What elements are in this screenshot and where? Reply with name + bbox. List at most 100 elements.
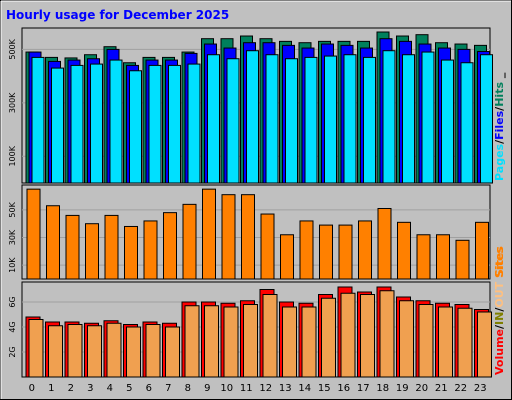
bar-requests-pages-21 xyxy=(441,59,454,184)
legend-volume: Volume/IN/OUT Sites xyxy=(493,247,506,375)
bar-requests-pages-7 xyxy=(168,64,181,184)
x-tick-label-11: 11 xyxy=(240,383,253,394)
bar-requests-pages-13 xyxy=(285,58,298,184)
legend-item-volume-0: Volume xyxy=(493,329,506,375)
bar-sites-sites-15 xyxy=(319,224,333,280)
bar-sites-sites-3 xyxy=(85,223,99,280)
bar-requests-pages-18 xyxy=(382,50,396,184)
legend-item-requests-2: Files xyxy=(493,110,506,140)
bar-sites-sites-4 xyxy=(104,214,119,280)
legend-item-volume-3: / xyxy=(493,307,506,312)
y-tick-label-sites-2: 10K xyxy=(8,257,17,273)
bar-volume-out-23 xyxy=(477,311,492,378)
bar-requests-pages-8 xyxy=(187,63,201,184)
bar-requests-pages-1 xyxy=(51,67,64,184)
bar-volume-out-18 xyxy=(379,290,395,378)
bar-sites-sites-21 xyxy=(436,234,450,280)
y-tick-label-volume-2: 2G xyxy=(8,346,17,357)
bar-volume-out-13 xyxy=(282,306,297,378)
x-tick-label-21: 21 xyxy=(435,383,448,394)
bar-requests-pages-20 xyxy=(421,51,435,184)
bar-requests-pages-23 xyxy=(480,54,493,184)
bar-requests-pages-17 xyxy=(363,56,376,184)
bar-sites-sites-0 xyxy=(26,188,41,280)
bar-requests-pages-2 xyxy=(70,64,84,184)
bar-volume-out-7 xyxy=(165,326,180,378)
x-tick-label-0: 0 xyxy=(29,383,35,394)
x-tick-label-9: 9 xyxy=(204,383,210,394)
legend-sites: Sites xyxy=(493,246,506,277)
bar-volume-out-15 xyxy=(321,297,336,378)
bar-sites-sites-10 xyxy=(221,194,236,280)
bar-sites-sites-13 xyxy=(280,234,294,280)
bar-requests-pages-15 xyxy=(324,55,337,184)
bar-volume-out-11 xyxy=(243,304,258,378)
bar-sites-sites-16 xyxy=(338,224,353,280)
bar-sites-sites-19 xyxy=(397,221,411,280)
y-tick-label-requests-0: 500K xyxy=(8,38,17,59)
bar-requests-pages-12 xyxy=(265,54,279,184)
bar-sites-sites-11 xyxy=(241,194,255,280)
bar-requests-pages-3 xyxy=(90,63,103,184)
x-tick-label-23: 23 xyxy=(474,383,487,394)
bar-requests-pages-0 xyxy=(31,56,45,184)
legend-item-requests-3: / xyxy=(493,106,506,111)
bar-sites-sites-1 xyxy=(46,205,60,280)
x-tick-label-3: 3 xyxy=(87,383,93,394)
bar-sites-sites-6 xyxy=(143,220,158,280)
y-tick-label-volume-0: 6G xyxy=(8,296,17,307)
legend-item-requests-1: / xyxy=(493,139,506,144)
legend-item-requests-5: _ xyxy=(493,72,506,82)
legend-requests: Pages/Files/Hits _ xyxy=(493,72,506,181)
bar-volume-out-12 xyxy=(262,294,278,378)
bar-requests-pages-14 xyxy=(304,56,318,184)
y-tick-label-volume-1: 4G xyxy=(8,321,17,332)
x-tick-label-8: 8 xyxy=(185,383,191,394)
x-tick-label-10: 10 xyxy=(220,383,233,394)
bar-volume-out-17 xyxy=(360,294,375,378)
x-tick-label-7: 7 xyxy=(165,383,171,394)
bar-sites-sites-5 xyxy=(124,225,138,280)
x-tick-label-18: 18 xyxy=(376,383,389,394)
x-tick-label-14: 14 xyxy=(298,383,311,394)
x-tick-label-16: 16 xyxy=(337,383,350,394)
legend-item-volume-5: Sites xyxy=(493,247,506,282)
bar-requests-pages-11 xyxy=(246,50,259,184)
bar-volume-out-5 xyxy=(126,326,141,378)
bar-volume-out-4 xyxy=(106,322,122,378)
legend-item-volume-1: / xyxy=(493,324,506,329)
y-tick-label-requests-1: 300K xyxy=(8,92,17,113)
y-tick-label-sites-0: 50K xyxy=(8,201,17,217)
bar-volume-out-8 xyxy=(184,305,200,378)
bar-volume-out-20 xyxy=(418,304,434,378)
bar-sites-sites-22 xyxy=(455,239,470,280)
x-tick-label-4: 4 xyxy=(107,383,113,394)
x-tick-label-17: 17 xyxy=(357,383,370,394)
legend-item-volume-2: IN xyxy=(493,312,506,325)
bar-volume-out-2 xyxy=(67,324,83,378)
panel-sites xyxy=(21,184,491,280)
x-tick-label-12: 12 xyxy=(259,383,272,394)
x-tick-label-15: 15 xyxy=(318,383,331,394)
y-tick-label-sites-1: 30K xyxy=(8,229,17,245)
bar-requests-pages-9 xyxy=(207,54,220,184)
x-tick-label-13: 13 xyxy=(279,383,292,394)
bar-sites-sites-17 xyxy=(358,220,372,280)
bar-requests-pages-10 xyxy=(226,58,240,184)
x-tick-label-6: 6 xyxy=(146,383,152,394)
bar-volume-out-16 xyxy=(340,292,356,378)
bar-volume-out-21 xyxy=(438,306,453,378)
legend-item-volume-4: OUT xyxy=(493,281,506,307)
bar-requests-pages-16 xyxy=(343,54,357,184)
bar-sites-sites-9 xyxy=(202,188,216,280)
legend-item-requests-4: Hits xyxy=(493,82,506,107)
x-tick-label-2: 2 xyxy=(68,383,74,394)
bar-requests-pages-6 xyxy=(148,64,162,184)
bar-volume-out-3 xyxy=(87,325,102,378)
bar-sites-sites-2 xyxy=(65,214,80,280)
x-tick-label-20: 20 xyxy=(415,383,428,394)
bar-sites-sites-18 xyxy=(377,208,392,280)
bar-volume-out-22 xyxy=(457,307,473,378)
bar-sites-sites-12 xyxy=(260,213,275,280)
